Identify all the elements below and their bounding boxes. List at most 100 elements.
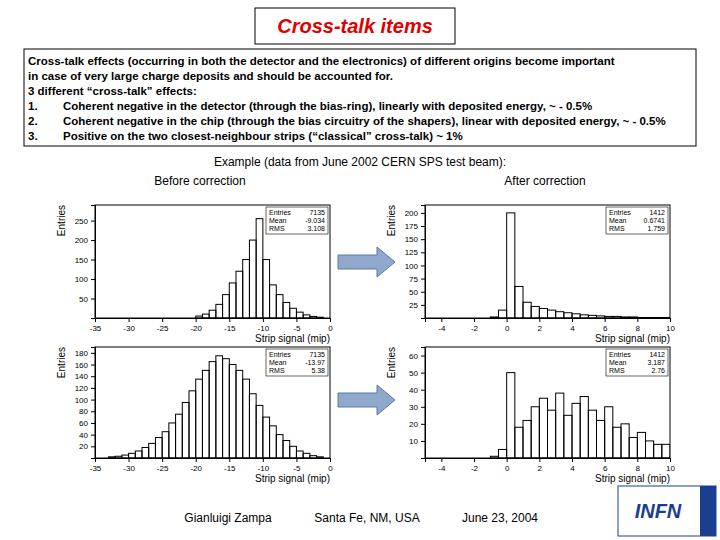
y-tick-mark (91, 221, 95, 222)
histogram-bar (263, 417, 270, 458)
y-axis-line (421, 348, 426, 459)
histogram-bar (95, 318, 102, 319)
histogram: -35-30-25-20-15-10-5050100150200250Strip… (56, 205, 333, 344)
x-tick-label: 0 (505, 324, 510, 333)
histogram-bar (637, 317, 645, 318)
histogram-bar (490, 456, 498, 458)
histogram-bar (229, 283, 236, 318)
histogram-bar (95, 458, 102, 459)
histogram-bar (290, 308, 297, 318)
histogram-bar (515, 427, 523, 458)
histogram-bar (102, 318, 109, 319)
x-tick-mark (229, 318, 230, 322)
histogram-bar (523, 302, 531, 318)
x-tick: 4 (570, 318, 575, 333)
histogram-bar (523, 420, 531, 458)
histogram-bar (474, 318, 482, 319)
histogram-bar (176, 414, 183, 458)
histogram-bar (155, 438, 162, 458)
x-tick-mark (330, 318, 331, 322)
histogram-bar (662, 444, 670, 458)
effect-number: 3. (28, 130, 38, 142)
histogram-bar (256, 405, 263, 458)
x-tick: 10 (666, 318, 675, 333)
x-tick-label: -4 (438, 324, 446, 333)
stats-value: 7135 (309, 209, 325, 216)
histogram-bar (646, 317, 654, 318)
histogram-bar (169, 423, 176, 458)
x-tick-label: 0 (328, 464, 333, 473)
histogram-bar (621, 317, 629, 318)
x-axis-title: Strip signal (mip) (595, 473, 670, 484)
x-tick-label: -35 (90, 324, 102, 333)
y-tick-mark (91, 365, 95, 366)
x-tick-mark (605, 318, 606, 322)
histogram-bar (507, 373, 515, 458)
histogram-bar (597, 420, 605, 458)
x-tick-mark (572, 458, 573, 462)
histogram-bar (283, 440, 290, 458)
y-tick: 250 (75, 217, 95, 226)
histogram-bar (317, 457, 324, 458)
y-tick: 75 (409, 275, 425, 284)
x-tick: 0 (328, 458, 333, 473)
histogram-bar (629, 438, 637, 458)
x-tick-label: -10 (258, 324, 270, 333)
histogram: -4-20246810102030405060Strip signal (mip… (386, 347, 675, 484)
histogram-bar (256, 219, 263, 318)
x-tick: -30 (123, 458, 135, 473)
stats-label: Entries (269, 209, 291, 216)
x-tick-label: 4 (570, 464, 575, 473)
histogram-bar (629, 317, 637, 318)
histogram-bar (223, 295, 230, 318)
x-tick-mark (474, 458, 475, 462)
effect-number: 1. (28, 100, 38, 112)
x-tick: -25 (157, 458, 169, 473)
stats-label: RMS (269, 367, 285, 374)
y-tick-mark (421, 407, 425, 408)
y-tick: 20 (79, 442, 95, 451)
y-tick: 120 (75, 384, 95, 393)
histogram-bar (548, 410, 556, 458)
y-tick: 140 (75, 372, 95, 381)
histogram-bar (270, 285, 277, 318)
histogram-bar (433, 458, 441, 459)
footer-place: Santa Fe, NM, USA (314, 511, 419, 525)
y-tick-mark (91, 423, 95, 424)
y-tick-mark (421, 390, 425, 391)
histogram-bar (588, 410, 596, 458)
histogram-bar (263, 260, 270, 318)
x-tick-mark (670, 318, 671, 322)
stats-label: RMS (269, 225, 285, 232)
histogram-bar (507, 213, 515, 318)
x-tick-label: 4 (570, 324, 575, 333)
stats-value: 5.38 (311, 367, 325, 374)
histogram-bar (572, 403, 580, 458)
histogram-bar (296, 451, 303, 458)
stats-value: 0.6741 (644, 217, 666, 224)
histogram-bar (458, 318, 466, 319)
y-tick-label: 175 (405, 222, 419, 231)
x-tick: 2 (538, 458, 543, 473)
histogram-bar (646, 441, 654, 458)
effects-heading: 3 different “cross-talk” effects: (28, 85, 197, 97)
x-tick-label: 6 (603, 324, 608, 333)
histogram-bar (162, 432, 169, 458)
histogram-bar (129, 453, 136, 458)
y-axis: 50100150200250 (75, 206, 96, 319)
x-tick: -15 (224, 318, 236, 333)
histogram-bar (310, 456, 317, 458)
x-tick-label: 10 (666, 324, 675, 333)
histogram-bar (182, 318, 189, 319)
histogram-bar (499, 449, 507, 458)
y-axis-line (91, 206, 96, 319)
stats-label: Entries (609, 351, 631, 358)
x-tick: -10 (258, 458, 270, 473)
y-tick-mark (421, 292, 425, 293)
x-tick-mark (263, 458, 264, 462)
histogram-bar (548, 310, 556, 318)
x-tick: -5 (293, 318, 301, 333)
stats-label: Mean (269, 217, 287, 224)
x-tick: -35 (90, 318, 102, 333)
x-tick-label: -5 (293, 324, 301, 333)
